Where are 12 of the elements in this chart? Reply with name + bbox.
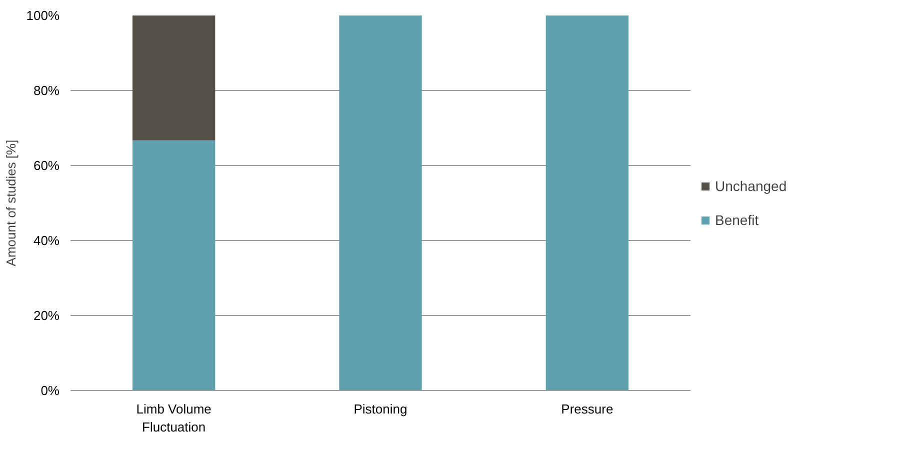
y-tick-label: 40% — [33, 233, 60, 248]
y-tick-label: 80% — [33, 83, 60, 98]
x-tick-label: Pistoning — [354, 402, 408, 416]
legend-label: Unchanged — [715, 178, 787, 194]
y-tick-label: 60% — [33, 158, 60, 173]
y-tick-label: 20% — [33, 308, 60, 323]
y-tick-label: 0% — [40, 383, 60, 398]
y-tick-label: 100% — [26, 8, 60, 23]
x-tick-label: Pressure — [561, 402, 614, 416]
x-tick-label: Limb Volume Fluctuation — [136, 402, 212, 434]
legend-label: Benefit — [715, 212, 759, 228]
y-axis-title: Amount of studies [%] — [3, 140, 18, 266]
